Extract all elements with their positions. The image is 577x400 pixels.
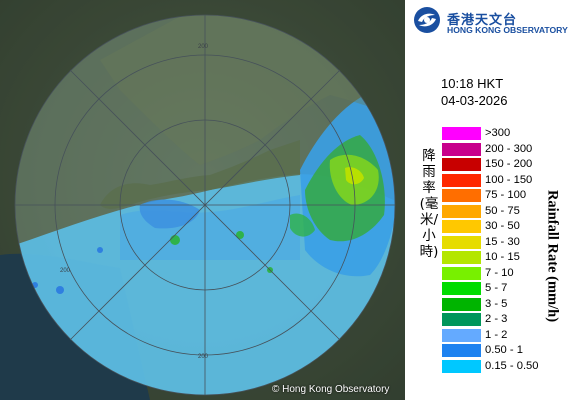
hko-logo: 香港天文台 HONG KONG OBSERVATORY (413, 6, 573, 40)
legend-range-label: 50 - 75 (485, 204, 520, 217)
legend-range-label: 3 - 5 (485, 297, 508, 310)
legend-range-label: 200 - 300 (485, 142, 533, 155)
legend-swatch (442, 282, 481, 295)
legend-range-label: 0.50 - 1 (485, 344, 523, 356)
legend-range-label: 15 - 30 (485, 235, 520, 248)
range-rings (14, 14, 396, 396)
legend-range-label: 100 - 150 (485, 173, 533, 186)
legend-panel: 香港天文台 HONG KONG OBSERVATORY 10:18 HKT 04… (405, 0, 577, 400)
legend-swatch (442, 297, 481, 311)
observation-date: 04-03-2026 (441, 93, 508, 108)
legend-range-label: 30 - 50 (485, 220, 520, 232)
legend-swatch (442, 142, 481, 156)
legend-swatch (442, 235, 481, 249)
legend-swatch (442, 189, 481, 202)
radar-map: 200 200 200 © Hong Kong Observatory (0, 0, 405, 400)
legend-swatch (442, 266, 481, 280)
legend-range-label: 5 - 7 (485, 282, 508, 294)
legend-swatch (442, 204, 481, 218)
radar-map-svg: 200 200 200 (0, 0, 405, 400)
legend-range-label: 7 - 10 (485, 266, 514, 279)
range-label-west: 200 (60, 268, 71, 274)
coastline-land (100, 140, 300, 209)
legend-range-label: 10 - 15 (485, 251, 520, 263)
legend-swatch (442, 344, 481, 357)
copyright-notice: © Hong Kong Observatory (272, 384, 390, 395)
legend-swatch (442, 127, 481, 140)
org-name-cn: 香港天文台 (447, 13, 518, 28)
legend-range-label: 0.15 - 0.50 (485, 359, 539, 372)
range-label-south: 200 (198, 354, 209, 360)
rain-echoes (32, 95, 395, 294)
hko-logo-icon (414, 7, 440, 33)
legend-swatch (442, 313, 481, 326)
legend-swatch (442, 251, 481, 264)
legend-swatch (442, 220, 481, 233)
legend-swatch (442, 173, 481, 187)
legend-range-label: 2 - 3 (485, 313, 508, 325)
observation-time: 10:18 HKT (441, 76, 504, 91)
legend-range-label: 1 - 2 (485, 328, 508, 341)
legend-swatch (442, 359, 481, 373)
legend-range-label: 150 - 200 (485, 158, 533, 170)
org-name-en: HONG KONG OBSERVATORY (447, 25, 568, 35)
legend-range-label: >300 (485, 127, 511, 139)
range-label-north: 200 (198, 44, 209, 50)
legend-swatch (442, 158, 481, 171)
legend-swatch (442, 328, 481, 342)
legend-title-en: Rainfall Rate (mm/h) (544, 189, 561, 323)
legend-range-label: 75 - 100 (485, 189, 527, 201)
legend-title-cn: 降雨率(毫米/小時) (419, 148, 439, 260)
